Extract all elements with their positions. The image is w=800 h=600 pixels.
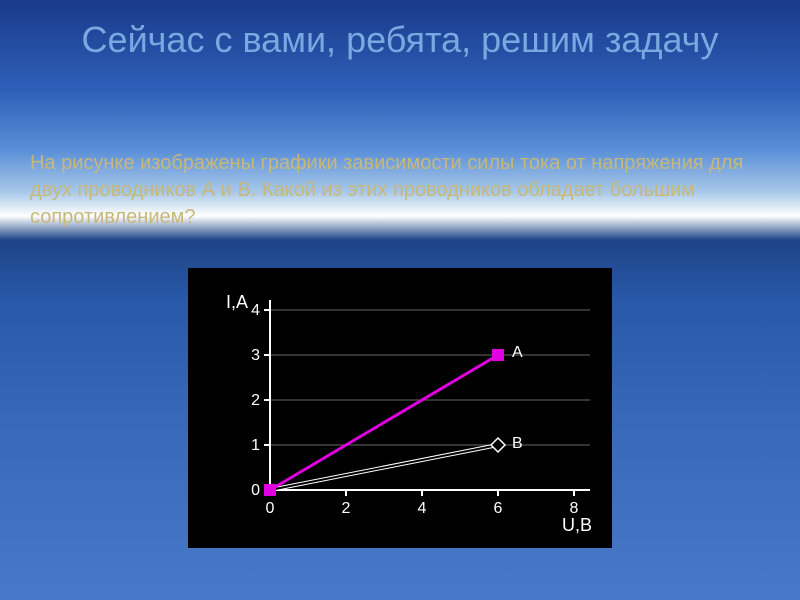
y-tick-1: 1	[240, 437, 260, 455]
y-tick-0: 0	[240, 482, 260, 500]
slide-title: Сейчас с вами, ребята, решим задачу	[0, 18, 800, 61]
x-axis-label: U,B	[562, 515, 592, 536]
x-tick-6: 6	[488, 500, 508, 518]
chart-container: I,A U,B 4 3 2 1 0 0 2 4 6 8 A B	[188, 268, 612, 548]
x-tick-4: 4	[412, 500, 432, 518]
x-tick-0: 0	[260, 500, 280, 518]
series-b-line	[270, 445, 498, 490]
series-a-line	[270, 355, 498, 490]
series-a-label: A	[512, 344, 523, 362]
x-tick-2: 2	[336, 500, 356, 518]
problem-text: На рисунке изображены графики зависимост…	[30, 150, 760, 231]
x-tick-8: 8	[564, 500, 584, 518]
y-tick-4: 4	[240, 302, 260, 320]
y-tick-3: 3	[240, 347, 260, 365]
slide: Сейчас с вами, ребята, решим задачу На р…	[0, 0, 800, 600]
series-a-marker-end	[492, 349, 504, 361]
series-a-marker-origin	[264, 484, 276, 496]
series-b-label: B	[512, 435, 523, 453]
y-tick-2: 2	[240, 392, 260, 410]
series-b-marker	[491, 438, 505, 452]
chart-plot-area: I,A U,B 4 3 2 1 0 0 2 4 6 8 A B	[190, 270, 610, 546]
